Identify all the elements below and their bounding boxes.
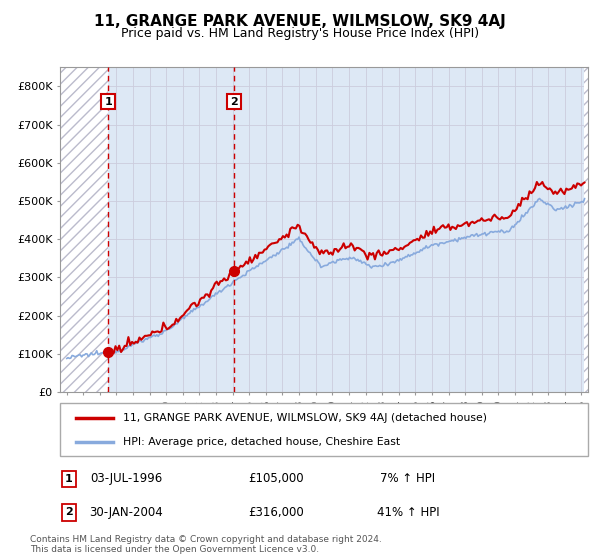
Text: HPI: Average price, detached house, Cheshire East: HPI: Average price, detached house, Ches… bbox=[124, 436, 400, 446]
Text: £316,000: £316,000 bbox=[248, 506, 304, 519]
FancyBboxPatch shape bbox=[60, 403, 588, 456]
Text: 41% ↑ HPI: 41% ↑ HPI bbox=[377, 506, 439, 519]
Text: 1: 1 bbox=[104, 96, 112, 106]
Bar bbox=[60, 67, 108, 392]
Bar bbox=[584, 67, 588, 392]
Text: £105,000: £105,000 bbox=[248, 472, 304, 486]
Text: 11, GRANGE PARK AVENUE, WILMSLOW, SK9 4AJ (detached house): 11, GRANGE PARK AVENUE, WILMSLOW, SK9 4A… bbox=[124, 413, 487, 423]
Text: 1: 1 bbox=[65, 474, 73, 484]
Text: Price paid vs. HM Land Registry's House Price Index (HPI): Price paid vs. HM Land Registry's House … bbox=[121, 27, 479, 40]
Text: 03-JUL-1996: 03-JUL-1996 bbox=[90, 472, 162, 486]
Text: 2: 2 bbox=[230, 96, 238, 106]
Text: 30-JAN-2004: 30-JAN-2004 bbox=[89, 506, 163, 519]
Text: 2: 2 bbox=[65, 507, 73, 517]
Text: 7% ↑ HPI: 7% ↑ HPI bbox=[380, 472, 436, 486]
Text: Contains HM Land Registry data © Crown copyright and database right 2024.
This d: Contains HM Land Registry data © Crown c… bbox=[30, 535, 382, 554]
Text: 11, GRANGE PARK AVENUE, WILMSLOW, SK9 4AJ: 11, GRANGE PARK AVENUE, WILMSLOW, SK9 4A… bbox=[94, 14, 506, 29]
